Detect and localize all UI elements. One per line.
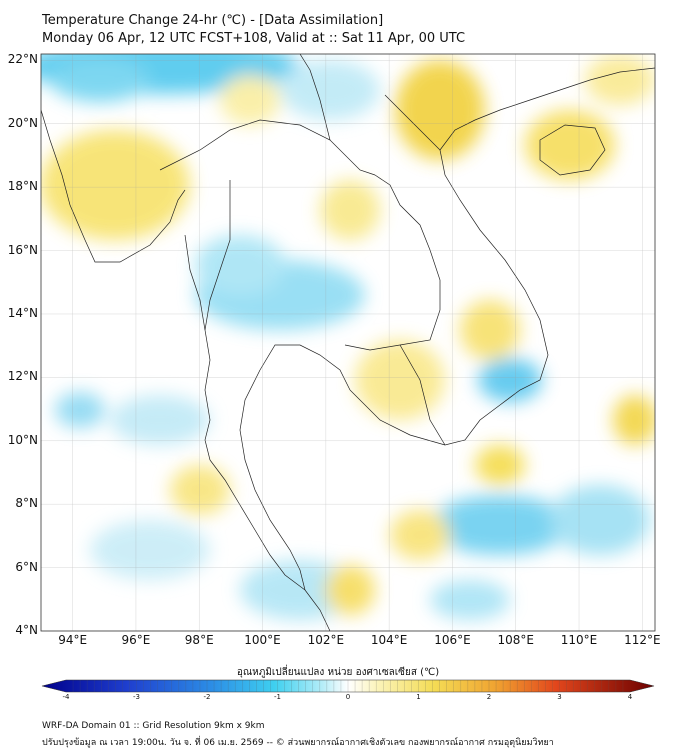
footer-grid-info: WRF-DA Domain 01 :: Grid Resolution 9km … — [42, 721, 265, 731]
country-borders — [41, 54, 655, 631]
colorbar-tick-label: 0 — [345, 693, 351, 701]
map-title: Temperature Change 24-hr (℃) - [Data Ass… — [42, 13, 384, 28]
map-gridlines — [41, 54, 655, 631]
lon-tick-label: 102°E — [307, 633, 345, 647]
lon-tick-label: 104°E — [370, 633, 408, 647]
lon-tick-label: 94°E — [58, 633, 88, 647]
colorbar-tick-label: -2 — [203, 693, 211, 701]
lat-tick-label: 22°N — [7, 52, 38, 67]
temperature-field — [41, 54, 655, 631]
colorbar-tick-label: 1 — [416, 693, 421, 701]
lat-tick-label: 8°N — [15, 496, 38, 511]
map-frame — [40, 53, 656, 632]
lat-tick-label: 10°N — [7, 432, 38, 447]
lon-tick-label: 96°E — [121, 633, 151, 647]
lon-tick-label: 108°E — [497, 633, 534, 647]
lat-tick-label: 12°N — [7, 369, 38, 384]
colorbar-tick-label: 3 — [557, 693, 562, 701]
map-subtitle: Monday 06 Apr, 12 UTC FCST+108, Valid at… — [42, 31, 466, 46]
footer-update-info: ปรับปรุงข้อมูล ณ เวลา 19:00น. วัน จ. ที่… — [42, 738, 554, 748]
colorbar-tick-label: -4 — [62, 693, 70, 701]
lat-tick-label: 4°N — [15, 623, 38, 637]
colorbar-tick-label: -3 — [133, 693, 140, 701]
lon-tick-label: 106°E — [434, 633, 471, 647]
lat-tick-label: 16°N — [7, 242, 38, 257]
lon-tick-label: 112°E — [624, 633, 661, 647]
lat-tick-label: 20°N — [7, 115, 38, 130]
lat-tick-label: 6°N — [15, 559, 38, 574]
colorbar-tick-label: -1 — [274, 693, 281, 701]
lat-tick-label: 14°N — [7, 305, 38, 320]
colorbar-tick-label: 4 — [627, 693, 633, 701]
colorbar-tick-label: 2 — [486, 693, 492, 701]
lon-tick-label: 100°E — [244, 633, 281, 647]
lat-tick-label: 18°N — [7, 179, 38, 194]
lon-tick-label: 98°E — [184, 633, 214, 647]
colorbar — [41, 679, 655, 693]
lon-tick-label: 110°E — [560, 633, 598, 647]
colorbar-label: อุณหภูมิเปลี่ยนแปลง หน่วย องศาเซลเซียส (… — [236, 667, 440, 678]
